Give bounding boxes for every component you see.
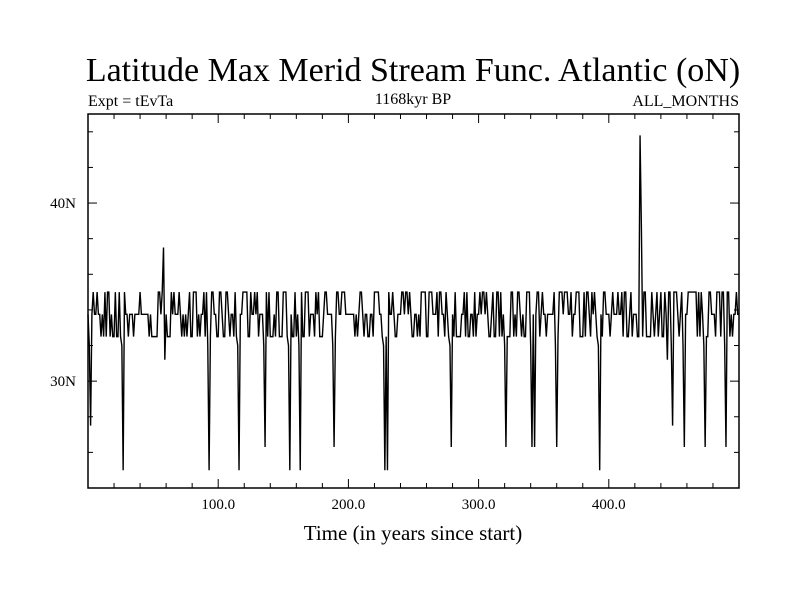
y-tick-label: 40N <box>50 196 76 212</box>
period-label: 1168kyr BP <box>375 91 451 108</box>
x-tick-label: 200.0 <box>332 497 366 513</box>
x-tick-label: 100.0 <box>201 497 235 513</box>
x-tick-label: 300.0 <box>462 497 496 513</box>
y-axis: 30N 40N <box>50 131 739 453</box>
experiment-label: Expt = tEvTa <box>88 93 173 110</box>
y-tick-label: 30N <box>50 374 76 390</box>
x-tick-label: 400.0 <box>592 497 626 513</box>
x-axis: 100.0 200.0 300.0 400.0 <box>113 114 714 513</box>
x-axis-label: Time (in years since start) <box>304 521 523 545</box>
chart-title: Latitude Max Merid Stream Func. Atlantic… <box>86 52 740 89</box>
months-label: ALL_MONTHS <box>632 93 739 110</box>
series-line <box>87 135 739 471</box>
plot-frame <box>87 113 740 489</box>
